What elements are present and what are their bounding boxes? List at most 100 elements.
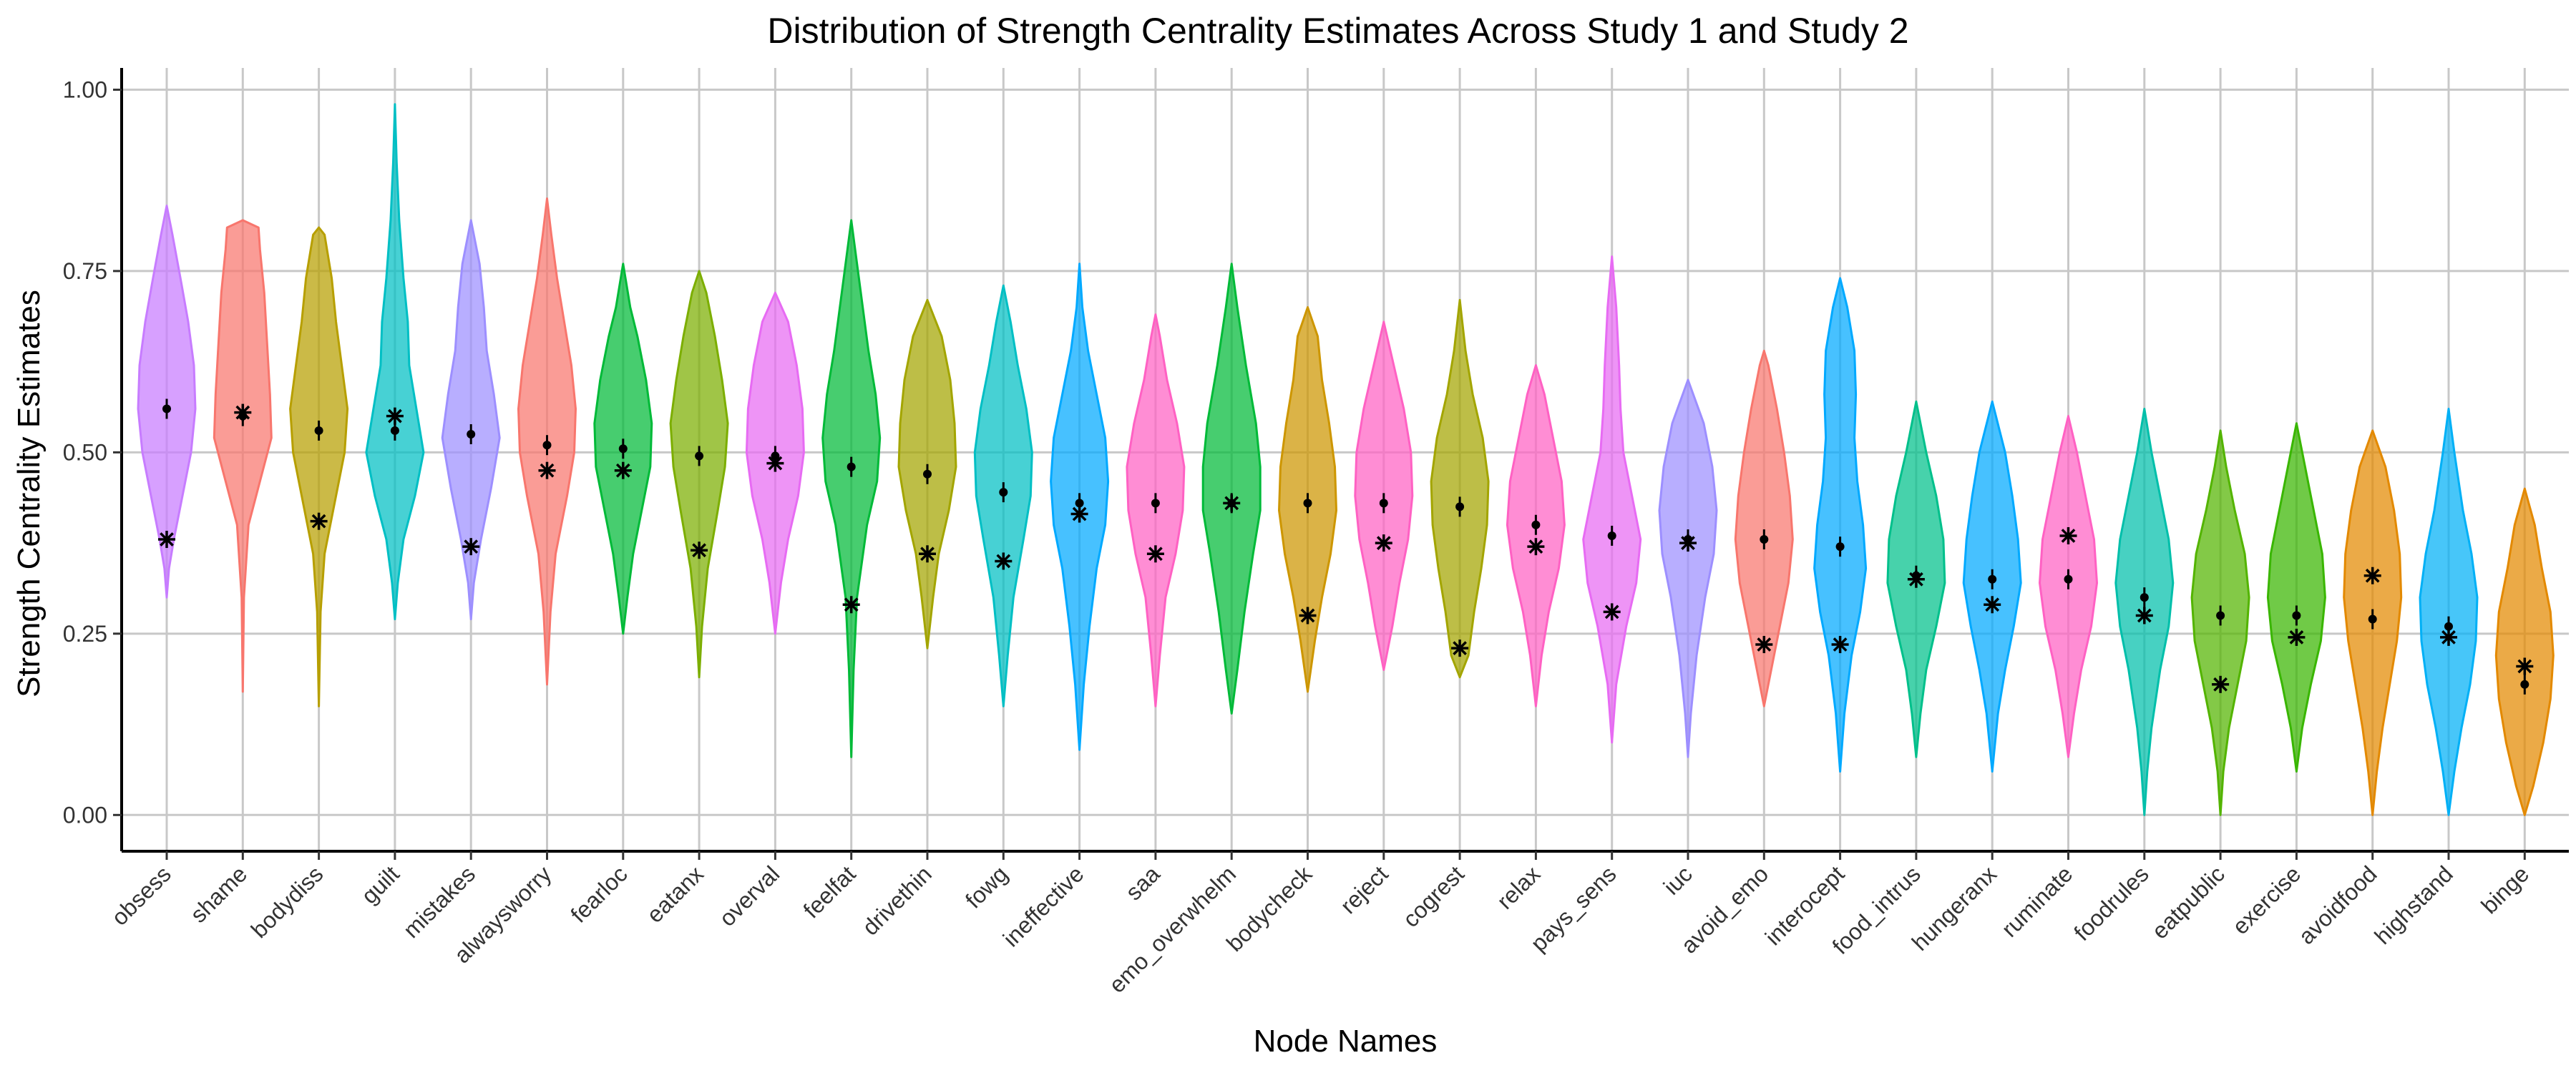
median-point	[923, 469, 932, 479]
study2-marker-d2	[235, 405, 250, 420]
median-point	[847, 462, 856, 471]
study2-marker	[462, 538, 480, 556]
study2-marker	[614, 461, 632, 479]
y-axis-title: Strength Centrality Estimates	[11, 290, 47, 697]
study2-marker	[234, 403, 252, 421]
violin-bodydiss	[289, 226, 349, 707]
study2-marker	[2516, 657, 2534, 675]
study2-marker-d2	[844, 597, 859, 612]
violin-cogrest	[1430, 298, 1490, 679]
study2-marker	[1679, 534, 1697, 552]
y-tick-label: 0.00	[63, 802, 107, 828]
study2-marker	[2212, 675, 2230, 693]
study2-marker	[310, 512, 328, 530]
study2-marker-d2	[160, 532, 174, 547]
median-point	[999, 488, 1008, 497]
median-point	[2216, 611, 2225, 620]
median-point	[2368, 614, 2377, 624]
study2-marker-d2	[540, 463, 555, 478]
median-point	[1151, 499, 1160, 508]
median-point	[314, 426, 323, 435]
violin-binge	[2494, 487, 2555, 816]
study2-marker-d2	[1985, 597, 2000, 612]
violin-relax	[1506, 364, 1566, 707]
study2-marker	[1907, 570, 1925, 588]
study2-marker-d2	[1757, 637, 1772, 652]
median-point	[1988, 574, 1997, 584]
median-point	[1531, 520, 1541, 529]
study2-marker	[842, 596, 860, 614]
study2-marker-d2	[768, 456, 783, 471]
study2-marker	[2288, 628, 2306, 646]
violin-interocept	[1813, 277, 1868, 773]
study2-marker-d2	[2289, 630, 2304, 645]
y-tick-label: 0.75	[63, 258, 107, 284]
study2-marker	[2135, 607, 2153, 624]
median-point	[542, 441, 552, 450]
study2-marker	[1984, 596, 2001, 614]
y-tick-label: 0.25	[63, 621, 107, 647]
study2-marker	[1299, 607, 1317, 624]
median-point	[1607, 531, 1616, 540]
study2-marker-d2	[2213, 677, 2228, 692]
study2-marker-d2	[1909, 572, 1923, 587]
study2-marker	[538, 461, 556, 479]
study2-marker-d2	[1300, 608, 1315, 623]
median-point	[1075, 499, 1084, 508]
study2-marker-d2	[2441, 630, 2456, 645]
median-point	[2444, 622, 2453, 631]
violin-eatanx	[669, 270, 729, 679]
study2-marker-d2	[311, 514, 326, 529]
study2-marker-d2	[1224, 496, 1239, 511]
median-point	[1760, 535, 1769, 544]
violin-guilt	[365, 103, 425, 621]
violin-iuc	[1658, 378, 1718, 758]
study2-marker-d2	[1453, 641, 1467, 655]
axes	[120, 68, 2569, 853]
study2-marker-d2	[2137, 608, 2152, 623]
study2-marker-d2	[996, 554, 1011, 569]
median-point	[467, 430, 476, 439]
median-point	[162, 404, 171, 413]
study2-marker-d2	[692, 543, 706, 558]
median-point	[618, 444, 628, 454]
study2-marker	[1223, 494, 1241, 512]
study2-marker	[1451, 640, 1469, 657]
median-point	[390, 426, 399, 435]
median-point	[2140, 593, 2149, 602]
y-tick-labels: 0.00 0.25 0.50 0.75 1.00	[63, 77, 122, 828]
study2-marker-d2	[2365, 568, 2380, 583]
violin-shame	[213, 219, 273, 693]
study2-marker-d2	[1833, 637, 1848, 652]
chart-title: Distribution of Strength Centrality Esti…	[767, 11, 1908, 51]
study2-marker	[1375, 534, 1392, 552]
violin-avoid_emo	[1734, 349, 1794, 707]
study2-marker	[2363, 567, 2381, 584]
median-point	[1835, 542, 1845, 552]
violin-pays_sens	[1582, 255, 1642, 744]
study2-marker	[1070, 505, 1088, 523]
study2-marker-d2	[1681, 536, 1695, 550]
study2-marker-d2	[1072, 506, 1087, 521]
study2-marker	[995, 552, 1013, 570]
study2-marker	[1146, 545, 1164, 563]
y-tick-label: 1.00	[63, 77, 107, 102]
study2-marker-d2	[1528, 539, 1543, 554]
median-point	[1455, 502, 1465, 511]
median-point	[2520, 680, 2529, 689]
study2-marker-d2	[1376, 536, 1391, 550]
violin-emo_overwhelm	[1201, 263, 1262, 715]
study2-marker-d2	[464, 539, 479, 554]
study2-marker	[691, 542, 708, 559]
violin-series	[137, 103, 2555, 816]
median-point	[1303, 499, 1312, 508]
study2-marker-d2	[615, 463, 630, 478]
study2-marker-d2	[1604, 604, 1619, 619]
x-axis-title: Node Names	[1254, 1024, 1438, 1059]
violin-exercise	[2266, 422, 2326, 773]
study2-marker	[386, 407, 404, 425]
study2-marker	[1755, 636, 1773, 654]
violin-highstand	[2419, 408, 2479, 816]
study2-marker-d2	[2517, 659, 2532, 674]
